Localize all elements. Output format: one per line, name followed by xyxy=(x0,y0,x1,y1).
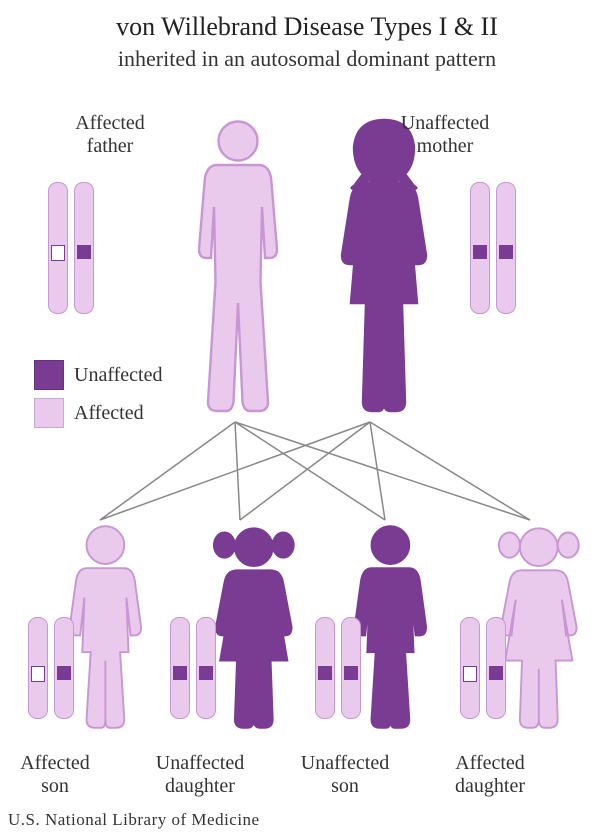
chromosome-band xyxy=(344,666,358,680)
figure-label: Unaffectedson xyxy=(301,752,389,798)
chromosome-band xyxy=(31,666,45,682)
chromosome-band xyxy=(463,666,477,682)
figure-label: Affectedfather xyxy=(75,112,145,158)
figure-label: Affecteddaughter xyxy=(455,752,525,798)
chromosome-icon xyxy=(48,182,68,314)
chromosome-icon xyxy=(341,617,361,719)
chromosome-band xyxy=(77,245,91,259)
chromosome-pair xyxy=(315,617,361,719)
chromosome-icon xyxy=(470,182,490,314)
figure-label: Affectedson xyxy=(20,752,90,798)
figure-label: Unaffectedmother xyxy=(401,112,489,158)
chromosome-icon xyxy=(74,182,94,314)
chromosome-band xyxy=(489,666,503,680)
chromosome-icon xyxy=(486,617,506,719)
legend-unaffected: Unaffected xyxy=(34,360,162,390)
chromosome-band xyxy=(51,245,65,261)
legend-swatch xyxy=(34,360,64,390)
chromosome-icon xyxy=(196,617,216,719)
legend-affected: Affected xyxy=(34,398,144,428)
chromosome-icon xyxy=(496,182,516,314)
figure-label: Unaffecteddaughter xyxy=(156,752,244,798)
legend-label: Unaffected xyxy=(74,364,162,387)
mother-figure xyxy=(315,117,453,422)
chromosome-pair xyxy=(470,182,516,314)
chromosome-icon xyxy=(170,617,190,719)
chromosome-pair xyxy=(28,617,74,719)
chromosome-pair xyxy=(460,617,506,719)
legend-swatch xyxy=(34,398,64,428)
chromosome-band xyxy=(318,666,332,680)
chromosome-band xyxy=(499,245,513,259)
chromosome-icon xyxy=(28,617,48,719)
chromosome-icon xyxy=(54,617,74,719)
chromosome-pair xyxy=(48,182,94,314)
legend-label: Affected xyxy=(74,402,144,425)
chromosome-icon xyxy=(460,617,480,719)
chromosome-band xyxy=(473,245,487,259)
source-attribution: U.S. National Library of Medicine xyxy=(8,810,260,830)
chromosome-band xyxy=(57,666,71,680)
chromosome-pair xyxy=(170,617,216,719)
chromosome-icon xyxy=(315,617,335,719)
chromosome-band xyxy=(173,666,187,680)
chromosome-band xyxy=(199,666,213,680)
father-figure xyxy=(175,117,301,422)
